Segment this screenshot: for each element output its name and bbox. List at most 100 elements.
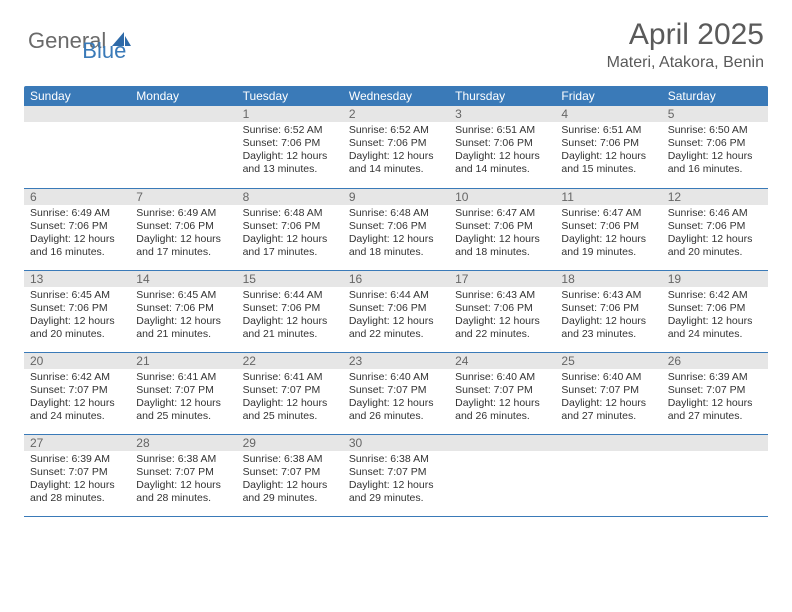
daylight-line: Daylight: 12 hours and 28 minutes.	[30, 479, 124, 505]
daylight-line: Daylight: 12 hours and 14 minutes.	[349, 150, 443, 176]
day-number	[555, 435, 661, 451]
day-body: Sunrise: 6:49 AMSunset: 7:06 PMDaylight:…	[24, 205, 130, 264]
day-body: Sunrise: 6:41 AMSunset: 7:07 PMDaylight:…	[237, 369, 343, 428]
daylight-line: Daylight: 12 hours and 16 minutes.	[30, 233, 124, 259]
day-body	[130, 122, 236, 178]
day-number: 13	[24, 271, 130, 287]
sunset-line: Sunset: 7:07 PM	[30, 384, 124, 397]
calendar-cell	[24, 106, 130, 188]
sunrise-value: 6:41 AM	[284, 371, 323, 383]
sunrise-line: Sunrise: 6:40 AM	[561, 371, 655, 384]
sunset-line: Sunset: 7:06 PM	[455, 302, 549, 315]
sunset-line: Sunset: 7:06 PM	[30, 302, 124, 315]
daylight-line: Daylight: 12 hours and 20 minutes.	[30, 315, 124, 341]
day-body: Sunrise: 6:38 AMSunset: 7:07 PMDaylight:…	[237, 451, 343, 510]
sunrise-value: 6:38 AM	[390, 453, 429, 465]
daylight-line: Daylight: 12 hours and 23 minutes.	[561, 315, 655, 341]
sunset-line: Sunset: 7:07 PM	[349, 384, 443, 397]
sunrise-label: Sunrise:	[455, 124, 494, 136]
sunrise-line: Sunrise: 6:45 AM	[30, 289, 124, 302]
sunrise-line: Sunrise: 6:39 AM	[668, 371, 762, 384]
sunset-label: Sunset:	[349, 302, 385, 314]
calendar-row: 20Sunrise: 6:42 AMSunset: 7:07 PMDayligh…	[24, 352, 768, 434]
day-body: Sunrise: 6:48 AMSunset: 7:06 PMDaylight:…	[343, 205, 449, 264]
sunset-value: 7:06 PM	[281, 220, 320, 232]
sunrise-label: Sunrise:	[243, 207, 282, 219]
day-number	[24, 106, 130, 122]
sunrise-label: Sunrise:	[30, 371, 69, 383]
day-number: 8	[237, 189, 343, 205]
sunset-line: Sunset: 7:06 PM	[136, 220, 230, 233]
sunrise-value: 6:51 AM	[603, 124, 642, 136]
sunrise-line: Sunrise: 6:43 AM	[561, 289, 655, 302]
sunrise-label: Sunrise:	[561, 207, 600, 219]
calendar-cell: 19Sunrise: 6:42 AMSunset: 7:06 PMDayligh…	[662, 270, 768, 352]
daylight-line: Daylight: 12 hours and 17 minutes.	[243, 233, 337, 259]
weekday-header: Friday	[555, 86, 661, 106]
calendar-row: 6Sunrise: 6:49 AMSunset: 7:06 PMDaylight…	[24, 188, 768, 270]
calendar-cell: 13 Sunrise: 6:45 AMSunset: 7:06 PMDayligh…	[24, 270, 130, 352]
day-number: 2	[343, 106, 449, 122]
daylight-label: Daylight:	[455, 315, 496, 327]
day-number: 5	[662, 106, 768, 122]
day-number: 7	[130, 189, 236, 205]
day-body: Sunrise: 6:46 AMSunset: 7:06 PMDaylight:…	[662, 205, 768, 264]
day-body: Sunrise: 6:42 AMSunset: 7:06 PMDaylight:…	[662, 287, 768, 346]
sunset-value: 7:06 PM	[175, 302, 214, 314]
sunset-label: Sunset:	[243, 220, 279, 232]
sunset-value: 7:06 PM	[600, 137, 639, 149]
day-body: Sunrise: 6:48 AMSunset: 7:06 PMDaylight:…	[237, 205, 343, 264]
sunrise-label: Sunrise:	[668, 207, 707, 219]
day-number: 1	[237, 106, 343, 122]
day-body: Sunrise: 6:43 AMSunset: 7:06 PMDaylight:…	[449, 287, 555, 346]
day-body: Sunrise: 6:45 AMSunset: 7:06 PMDaylight:…	[130, 287, 236, 346]
sunrise-label: Sunrise:	[243, 453, 282, 465]
sunrise-line: Sunrise: 6:49 AM	[30, 207, 124, 220]
sunrise-value: 6:52 AM	[284, 124, 323, 136]
sunset-label: Sunset:	[30, 220, 66, 232]
day-body	[555, 451, 661, 507]
sunrise-label: Sunrise:	[349, 289, 388, 301]
sunset-label: Sunset:	[349, 220, 385, 232]
day-number: 27	[24, 435, 130, 451]
sunset-value: 7:06 PM	[706, 220, 745, 232]
sunset-value: 7:07 PM	[600, 384, 639, 396]
daylight-label: Daylight:	[668, 315, 709, 327]
sunset-line: Sunset: 7:06 PM	[349, 302, 443, 315]
sunset-line: Sunset: 7:06 PM	[349, 137, 443, 150]
sunset-label: Sunset:	[455, 384, 491, 396]
sunrise-line: Sunrise: 6:50 AM	[668, 124, 762, 137]
sunset-line: Sunset: 7:06 PM	[243, 137, 337, 150]
sunset-value: 7:06 PM	[706, 302, 745, 314]
day-body: Sunrise: 6:42 AMSunset: 7:07 PMDaylight:…	[24, 369, 130, 428]
sunset-value: 7:06 PM	[281, 302, 320, 314]
sunrise-line: Sunrise: 6:46 AM	[668, 207, 762, 220]
sunset-value: 7:06 PM	[387, 137, 426, 149]
daylight-label: Daylight:	[243, 479, 284, 491]
sunrise-label: Sunrise:	[349, 453, 388, 465]
sunset-label: Sunset:	[668, 137, 704, 149]
sunrise-label: Sunrise:	[136, 207, 175, 219]
location-text: Materi, Atakora, Benin	[607, 54, 764, 72]
day-number: 19	[662, 271, 768, 287]
sunset-value: 7:06 PM	[69, 220, 108, 232]
sunset-label: Sunset:	[561, 384, 597, 396]
calendar-row: 27Sunrise: 6:39 AMSunset: 7:07 PMDayligh…	[24, 434, 768, 516]
sunrise-value: 6:50 AM	[709, 124, 748, 136]
daylight-line: Daylight: 12 hours and 18 minutes.	[349, 233, 443, 259]
calendar-cell: 25Sunrise: 6:40 AMSunset: 7:07 PMDayligh…	[555, 352, 661, 434]
daylight-label: Daylight:	[30, 315, 71, 327]
calendar-cell: 17Sunrise: 6:43 AMSunset: 7:06 PMDayligh…	[449, 270, 555, 352]
sunrise-value: 6:39 AM	[709, 371, 748, 383]
calendar-cell: 12Sunrise: 6:46 AMSunset: 7:06 PMDayligh…	[662, 188, 768, 270]
sunset-label: Sunset:	[668, 220, 704, 232]
daylight-line: Daylight: 12 hours and 29 minutes.	[243, 479, 337, 505]
sunrise-line: Sunrise: 6:38 AM	[349, 453, 443, 466]
sunset-label: Sunset:	[243, 384, 279, 396]
calendar-cell: 9Sunrise: 6:48 AMSunset: 7:06 PMDaylight…	[343, 188, 449, 270]
calendar-cell: 14Sunrise: 6:45 AMSunset: 7:06 PMDayligh…	[130, 270, 236, 352]
sunset-line: Sunset: 7:06 PM	[668, 137, 762, 150]
day-number: 16	[343, 271, 449, 287]
sunrise-line: Sunrise: 6:44 AM	[349, 289, 443, 302]
calendar-cell: 4Sunrise: 6:51 AMSunset: 7:06 PMDaylight…	[555, 106, 661, 188]
